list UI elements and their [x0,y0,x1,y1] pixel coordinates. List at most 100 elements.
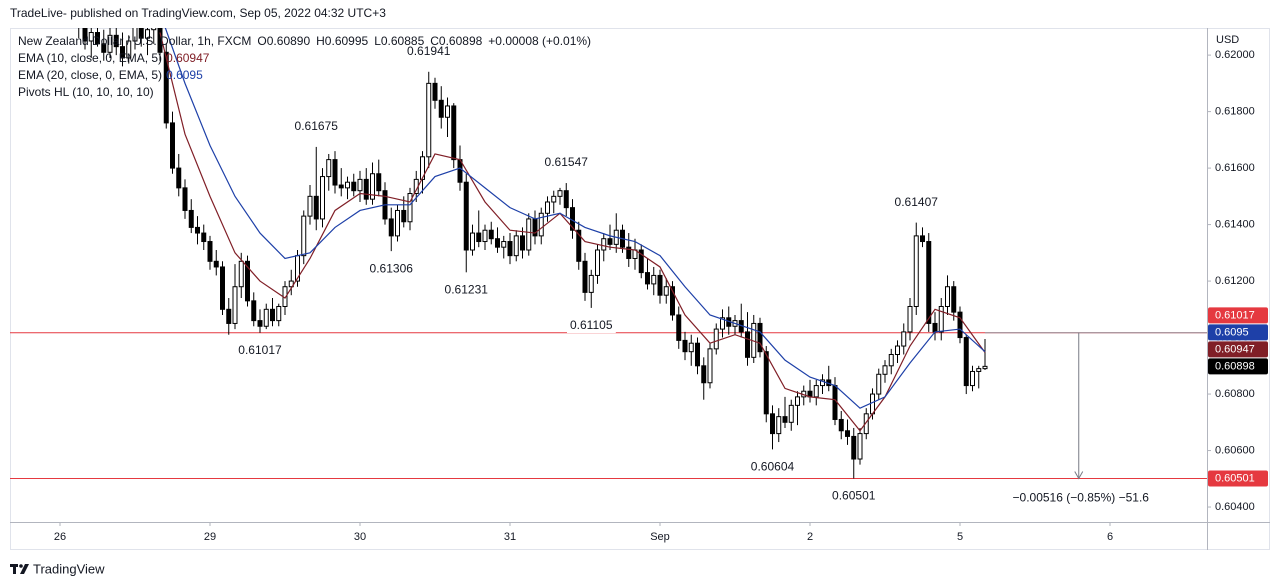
candle-body [832,385,838,420]
y-tick-label: 0.61200 [1215,275,1255,287]
candle-body [601,238,607,251]
candle-body [538,212,544,237]
candle-body [207,241,213,262]
candle-body [182,187,188,211]
candle-body [107,34,113,53]
candle-body [245,260,250,302]
candle-body [188,209,194,228]
candle-body [195,226,200,234]
frame [10,28,1270,550]
candle-body [582,260,588,293]
pivot-low-label-bg [441,281,492,298]
pivot-low-label: 0.61306 [370,261,414,275]
legend-value: 0.60947 [166,51,210,65]
legend-o: O0.60890 [257,34,310,48]
pivot-high-label-bg [891,193,942,210]
x-tick-label: 30 [354,531,366,543]
legend-value: 0.6095 [166,68,203,82]
candle-body [863,413,869,435]
candle-body [376,173,382,192]
candle-body [707,348,713,384]
y-tick-label: 0.62000 [1215,49,1255,61]
price-badge: 0.61017 [1215,309,1255,321]
candle-body [232,286,238,324]
candle-body [420,156,425,180]
x-tick-label: 5 [957,531,963,543]
x-tick-label: 29 [204,531,216,543]
candle-body [901,331,907,347]
candle-body [795,396,800,406]
candle-body [476,232,482,243]
price-badge-bg [1208,358,1268,375]
legend-entry: EMA (10, close, 0, EMA, 5) 0.60947 [18,51,210,65]
pivot-high-label-bg [291,118,342,135]
candle-body [520,235,525,251]
pivot-low-label-bg [235,341,286,358]
candle-body [870,393,875,415]
price-badge-bg [1208,324,1268,341]
candle-body [720,317,725,330]
candle-body [488,229,494,240]
price-badge: 0.60947 [1215,343,1255,355]
price-badge-bg [1208,307,1268,324]
candle-body [363,178,369,200]
candle-body [776,416,782,435]
candle-body [895,345,900,356]
candle-body [513,235,519,257]
ema-line [159,32,986,432]
pivot-low-label-bg [567,317,616,334]
candle-body [907,305,913,333]
candle-body [357,178,363,192]
candle-body [395,209,400,237]
legend-l: L0.60885 [374,34,424,48]
x-tick-label: Sep [650,531,670,543]
candle-body [820,379,825,387]
candle-body [663,286,669,296]
candle-body [138,28,144,39]
candle-body [970,370,975,387]
candle-body [545,201,550,214]
candle-body [932,322,938,333]
legend-name: EMA (20, close, 0, EMA, 5) [18,68,162,82]
candle-body [157,28,163,53]
y-tick-label: 0.61400 [1215,218,1255,230]
candle-body [763,351,769,415]
candle-body [470,232,475,251]
publish-header: TradeLive- published on TradingView.com,… [10,6,386,20]
candle-body [595,249,600,276]
candle-body [313,195,319,220]
candle-body [926,241,932,324]
candle-body [163,51,169,124]
candle-body [945,286,950,307]
y-tick-label: 0.60400 [1215,501,1255,513]
candle-body [438,99,444,118]
pivot-low-label-bg [747,458,798,475]
legend-name: EMA (10, close, 0, EMA, 5) [18,51,162,65]
candle-body [226,308,232,324]
candle-body [651,274,657,285]
pivot-low-label: 0.61105 [570,318,613,332]
candle-body [957,311,963,339]
candle-body [920,235,925,243]
candle-body [351,181,357,192]
candle-body [770,413,775,435]
candle-body [788,404,794,423]
candle-body [213,260,219,268]
candle-body [201,232,207,243]
candle-body [445,105,450,118]
candle-body [326,159,332,178]
candle-body [257,320,263,327]
y-tick-label: 0.60600 [1215,444,1255,456]
footer-brand: TradingView [33,561,105,576]
x-tick-label: 31 [504,531,516,543]
measure-label: −0.00516 (−0.85%) −51.6 [1013,491,1150,505]
candle-body [882,365,888,375]
candle-body [82,28,88,42]
candle-body [401,209,407,223]
pivot-low-label: 0.61231 [445,282,489,296]
candle-body [645,272,650,285]
legend-h: H0.60995 [316,34,368,48]
candle-body [913,235,919,307]
pivot-low-label-bg [829,487,879,504]
price-badge-bg [1208,341,1268,358]
